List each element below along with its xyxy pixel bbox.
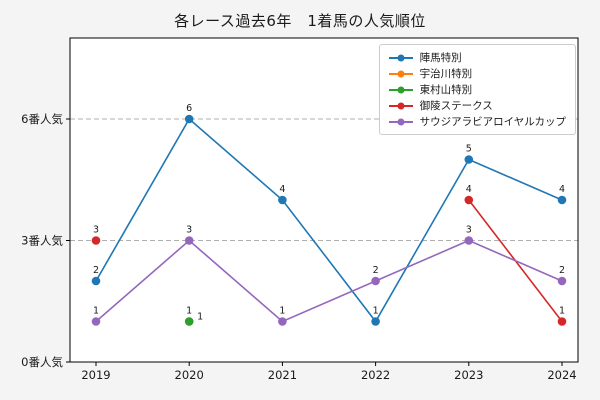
x-tick-label: 2021 — [268, 368, 297, 382]
series-line — [95, 117, 563, 323]
point-label: 3 — [186, 225, 192, 236]
point-label: 2 — [559, 265, 565, 276]
point-label: 6 — [186, 103, 192, 114]
y-tick-label: 6番人気 — [21, 112, 63, 126]
legend-item: サウジアラビアロイヤルカップ — [388, 115, 566, 128]
point-label: 1 — [197, 312, 203, 323]
data-point-icon — [184, 236, 194, 245]
data-point-icon — [371, 317, 380, 326]
data-point-icon — [557, 195, 567, 205]
point-label: 4 — [559, 184, 565, 195]
x-tick-label: 2020 — [175, 368, 204, 382]
x-tick-label: 2023 — [454, 368, 483, 382]
data-point-icon — [557, 317, 567, 326]
point-label: 4 — [466, 184, 472, 195]
y-tick-label: 3番人気 — [21, 234, 63, 248]
point-label: 1 — [93, 306, 99, 317]
point-label: 4 — [279, 184, 285, 195]
series-line — [95, 239, 563, 323]
data-point-icon — [464, 155, 474, 164]
data-point-icon — [91, 236, 101, 245]
point-label: 1 — [373, 306, 379, 317]
legend-item: 陣馬特別 — [388, 51, 566, 64]
legend-item: 宇治川特別 — [388, 67, 566, 80]
point-label: 1 — [186, 306, 192, 317]
point-label: 3 — [93, 225, 99, 236]
legend-marker-icon — [388, 52, 413, 63]
data-point-icon — [91, 276, 101, 286]
data-point-icon — [464, 236, 474, 245]
point-label: 2 — [373, 265, 379, 276]
legend-label: 御陵ステークス — [419, 100, 493, 112]
point-label: 5 — [466, 144, 472, 155]
data-point-icon — [184, 114, 194, 124]
legend-marker-icon — [388, 100, 413, 111]
point-label: 3 — [466, 225, 472, 236]
point-label: 1 — [559, 306, 565, 317]
x-tick-label: 2022 — [361, 368, 390, 382]
legend-label: 宇治川特別 — [419, 68, 473, 80]
plot-border — [69, 37, 579, 363]
y-tick-label: 0番人気 — [21, 355, 63, 369]
legend-marker-icon — [388, 84, 413, 95]
legend: 陣馬特別宇治川特別東村山特別御陵ステークスサウジアラビアロイヤルカップ — [378, 44, 576, 135]
data-point-icon — [278, 195, 287, 205]
data-point-icon — [91, 317, 101, 326]
legend-label: 陣馬特別 — [419, 52, 462, 64]
legend-label: 東村山特別 — [419, 84, 473, 96]
data-point-icon — [371, 276, 380, 286]
data-point-icon — [557, 276, 567, 286]
legend-item: 東村山特別 — [388, 83, 566, 96]
chart-title: 各レース過去6年 1着馬の人気順位 — [174, 12, 426, 30]
data-point-icon — [184, 317, 194, 326]
x-tick-label: 2024 — [547, 368, 576, 382]
legend-marker-icon — [388, 68, 413, 79]
legend-label: サウジアラビアロイヤルカップ — [419, 116, 566, 128]
point-label: 2 — [93, 265, 99, 276]
point-label: 1 — [279, 306, 285, 317]
data-point-icon — [278, 317, 287, 326]
legend-marker-icon — [388, 116, 413, 127]
data-point-icon — [464, 195, 474, 205]
x-tick-label: 2019 — [81, 368, 110, 382]
legend-item: 御陵ステークス — [388, 99, 566, 112]
